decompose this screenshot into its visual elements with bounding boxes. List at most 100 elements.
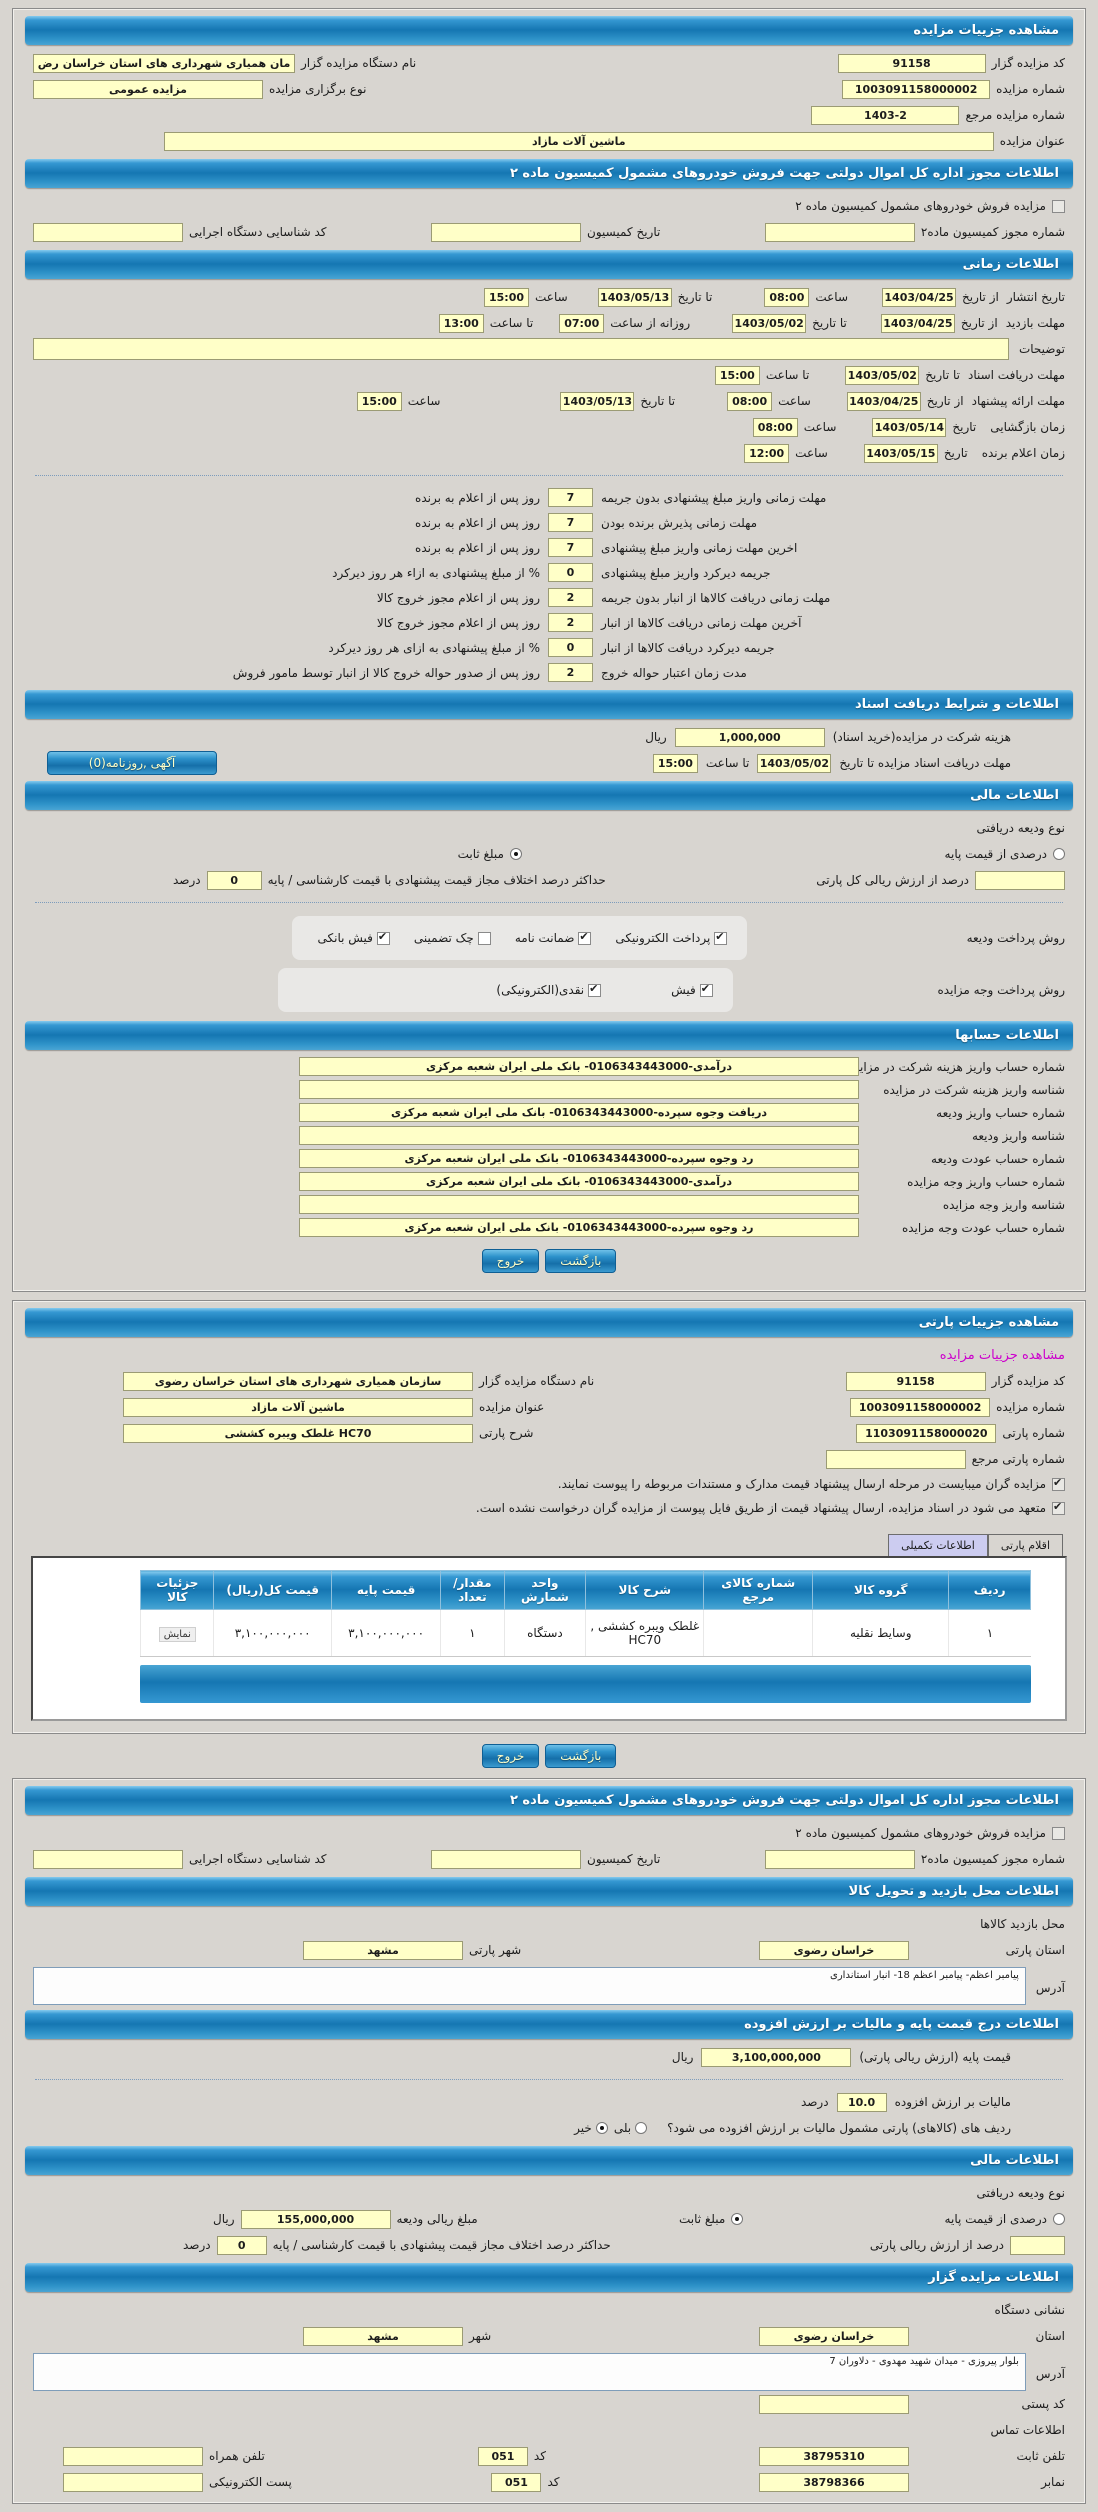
penalty-value-field[interactable]: 2 — [548, 613, 593, 632]
certified-check-checkbox[interactable] — [477, 931, 491, 945]
base-price-field[interactable]: 3,100,000,000 — [701, 2047, 852, 2067]
account-field[interactable] — [299, 1126, 859, 1145]
penalty-value-field[interactable]: 2 — [548, 663, 593, 682]
penalty-value-field[interactable]: 0 — [548, 638, 593, 657]
parti-city-field[interactable]: مشهد — [303, 1940, 463, 1960]
email-field[interactable] — [63, 2472, 203, 2492]
cash-electronic-checkbox[interactable] — [588, 982, 602, 997]
visit-daily-to-field[interactable]: 13:00 — [438, 313, 484, 333]
offer-from-time-field[interactable]: 08:00 — [727, 391, 773, 411]
publish-from-date-field[interactable]: 1403/04/25 — [882, 287, 957, 307]
penalty-value-field[interactable]: 7 — [548, 513, 593, 532]
max-diff-field[interactable]: 0 — [216, 2235, 267, 2255]
winner-date-field[interactable]: 1403/05/15 — [863, 443, 938, 463]
phone-field[interactable]: 38795310 — [759, 2446, 909, 2466]
auctioneer-code-field[interactable]: 91158 — [845, 1371, 986, 1391]
phone-area-code-field[interactable]: 051 — [477, 2446, 528, 2466]
exit-button[interactable]: خروج — [481, 1744, 540, 1768]
auctioneer-code-field[interactable]: 91158 — [837, 53, 986, 73]
visit-from-date-field[interactable]: 1403/04/25 — [880, 313, 955, 333]
publish-to-time-field[interactable]: 15:00 — [484, 287, 530, 307]
attach-docs-checkbox[interactable] — [1052, 1476, 1065, 1491]
tab-parti-items[interactable]: اقلام پارتی — [987, 1534, 1063, 1556]
percent-of-total-field[interactable] — [975, 870, 1065, 890]
agency-name-field[interactable]: مان همیاری شهرداری های استان خراسان رض — [33, 53, 295, 73]
publish-to-date-field[interactable]: 1403/05/13 — [597, 287, 672, 307]
account-field[interactable]: دریافت وجوه سپرده-0106343443000- بانک مل… — [299, 1103, 859, 1122]
auction-details-link[interactable]: مشاهده جزییات مزایده — [939, 1347, 1065, 1363]
back-button[interactable]: بازگشت — [545, 1744, 617, 1768]
notes-field[interactable] — [33, 338, 1009, 360]
visit-to-date-field[interactable]: 1403/05/02 — [732, 313, 807, 333]
offer-from-date-field[interactable]: 1403/04/25 — [846, 391, 921, 411]
doc-deadline-date-field[interactable]: 1403/05/02 — [757, 753, 832, 773]
penalty-value-field[interactable]: 0 — [548, 563, 593, 582]
doc-fee-field[interactable]: 1,000,000 — [674, 727, 825, 747]
auction-subject-field[interactable]: ماشین آلات مازاد — [123, 1397, 473, 1417]
article2-checkbox[interactable] — [1052, 1826, 1065, 1840]
account-field[interactable]: رد وجوه سپرده-0106343443000- بانک ملی ای… — [299, 1218, 859, 1237]
show-details-link[interactable]: نمایش — [158, 1627, 196, 1642]
seller-address-field[interactable]: بلوار پیروزی - میدان شهید مهدوی - دلاورا… — [33, 2353, 1026, 2391]
fixed-amount-radio[interactable] — [731, 2213, 744, 2225]
fax-area-code-field[interactable]: 051 — [491, 2472, 542, 2492]
percent-of-base-radio[interactable] — [1053, 848, 1065, 860]
publish-from-time-field[interactable]: 08:00 — [764, 287, 810, 307]
mobile-field[interactable] — [63, 2446, 204, 2466]
penalty-value-field[interactable]: 7 — [548, 538, 593, 557]
newspaper-ads-button[interactable]: آگهی ,روزنامه(0) — [47, 751, 217, 775]
commission-date-field[interactable] — [431, 222, 582, 242]
auction-subject-field[interactable]: ماشین آلات مازاد — [163, 131, 994, 151]
commission-date-field[interactable] — [431, 1849, 582, 1869]
exec-agency-id-field[interactable] — [33, 1849, 184, 1869]
winner-time-field[interactable]: 12:00 — [744, 443, 790, 463]
vat-yes-radio[interactable] — [635, 2122, 648, 2134]
offer-to-date-field[interactable]: 1403/05/13 — [560, 391, 635, 411]
guarantee-letter-checkbox[interactable] — [578, 930, 592, 945]
account-field[interactable] — [299, 1195, 859, 1214]
doc-deadline-time-field[interactable]: 15:00 — [652, 753, 698, 773]
agency-name-field[interactable]: سازمان همیاری شهرداری های استان خراسان ر… — [123, 1371, 473, 1391]
back-button[interactable]: بازگشت — [545, 1249, 617, 1273]
tab-additional-info[interactable]: اطلاعات تکمیلی — [888, 1534, 988, 1556]
offer-to-time-field[interactable]: 15:00 — [356, 391, 402, 411]
fax-field[interactable]: 38798366 — [759, 2472, 909, 2492]
max-diff-field[interactable]: 0 — [206, 870, 262, 890]
parti-desc-field[interactable]: HC70 غلطک ویبره کششی — [123, 1423, 473, 1443]
parti-province-field[interactable]: خراسان رضوی — [759, 1940, 909, 1960]
account-field[interactable]: درآمدی-0106343443000- بانک ملی ایران شعب… — [299, 1172, 859, 1191]
vat-no-radio[interactable] — [595, 2122, 608, 2134]
docs-deadline-time-field[interactable]: 15:00 — [714, 365, 760, 385]
parti-number-field[interactable]: 1103091158000020 — [856, 1423, 997, 1443]
auction-type-field[interactable]: مزایده عمومی — [33, 79, 263, 99]
permit-number-field[interactable] — [764, 1849, 915, 1869]
parti-address-field[interactable]: پیامبر اعظم- پیامبر اعظم 18- انبار استان… — [33, 1967, 1026, 2005]
account-field[interactable]: رد وجوه سپرده-0106343443000- بانک ملی ای… — [299, 1149, 859, 1168]
no-file-request-checkbox[interactable] — [1052, 1500, 1065, 1515]
deposit-amount-field[interactable]: 155,000,000 — [240, 2209, 391, 2229]
postal-code-field[interactable] — [759, 2394, 909, 2414]
auction-number-field[interactable]: 1003091158000002 — [850, 1397, 991, 1417]
electronic-payment-checkbox[interactable] — [714, 930, 728, 945]
percent-of-base-radio[interactable] — [1053, 2213, 1065, 2225]
opening-time-field[interactable]: 08:00 — [752, 417, 798, 437]
account-field[interactable]: درآمدی-0106343443000- بانک ملی ایران شعب… — [299, 1057, 859, 1076]
seller-city-field[interactable]: مشهد — [303, 2326, 463, 2346]
receipt-checkbox[interactable] — [699, 982, 713, 997]
fixed-amount-radio[interactable] — [509, 848, 522, 860]
percent-of-parti-field[interactable] — [1010, 2235, 1065, 2255]
auction-ref-field[interactable]: 1403-2 — [811, 105, 960, 125]
vat-field[interactable]: 10.0 — [836, 2092, 887, 2112]
account-field[interactable] — [299, 1080, 859, 1099]
docs-deadline-date-field[interactable]: 1403/05/02 — [845, 365, 920, 385]
opening-date-field[interactable]: 1403/05/14 — [872, 417, 947, 437]
penalty-value-field[interactable]: 2 — [548, 588, 593, 607]
permit-number-field[interactable] — [764, 222, 915, 242]
auction-number-field[interactable]: 1003091158000002 — [842, 79, 991, 99]
bank-receipt-checkbox[interactable] — [376, 930, 390, 945]
visit-daily-from-field[interactable]: 07:00 — [559, 313, 605, 333]
penalty-value-field[interactable]: 7 — [548, 488, 593, 507]
seller-province-field[interactable]: خراسان رضوی — [759, 2326, 909, 2346]
exec-agency-id-field[interactable] — [33, 222, 184, 242]
exit-button[interactable]: خروج — [481, 1249, 540, 1273]
